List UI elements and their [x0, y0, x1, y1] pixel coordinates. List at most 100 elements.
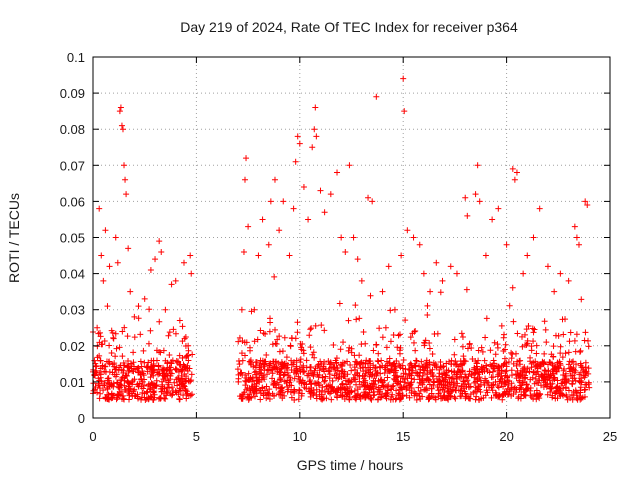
data-point-dense [337, 346, 344, 353]
data-point-dense [499, 391, 506, 398]
data-point-dense [129, 367, 136, 374]
data-point-dense [523, 381, 530, 388]
data-point-dense [361, 389, 368, 396]
data-point-dense [125, 388, 132, 395]
data-point-dense [386, 367, 393, 374]
data-point-dense [451, 351, 458, 358]
data-point [118, 122, 125, 129]
data-point-dense [182, 334, 189, 341]
data-point-dense [329, 383, 336, 390]
data-point-dense [578, 296, 585, 303]
y-tick-label: 0 [78, 411, 85, 426]
data-point-dense [537, 391, 544, 398]
data-point [267, 198, 274, 205]
data-point-dense [180, 392, 187, 399]
data-point-dense [291, 386, 298, 393]
data-point-dense [530, 368, 537, 375]
data-point-dense [323, 383, 330, 390]
data-point-dense [370, 347, 377, 354]
data-point [420, 270, 427, 277]
data-point-dense [266, 386, 273, 393]
data-point [404, 227, 411, 234]
data-point-dense [413, 391, 420, 398]
data-point-dense [101, 382, 108, 389]
data-point-dense [394, 344, 401, 351]
data-point-dense [542, 326, 549, 333]
data-point-dense [149, 388, 156, 395]
data-point-dense [182, 387, 189, 394]
data-point-dense [456, 374, 463, 381]
data-point-dense [474, 375, 481, 382]
data-point-dense [585, 343, 592, 350]
data-point-dense [378, 376, 385, 383]
data-point-dense [252, 368, 259, 375]
data-point-dense [295, 396, 302, 403]
data-point [453, 270, 460, 277]
data-point-dense [433, 375, 440, 382]
data-point-dense [464, 345, 471, 352]
data-point-dense [361, 372, 368, 379]
data-point-dense [519, 343, 526, 350]
data-point-dense [582, 359, 589, 366]
data-point-dense [159, 372, 166, 379]
data-point-dense [116, 344, 123, 351]
data-point-dense [169, 391, 176, 398]
data-point-dense [463, 286, 470, 293]
data-point-dense [573, 331, 580, 338]
data-point-dense [371, 381, 378, 388]
data-point [433, 259, 440, 266]
data-point-dense [329, 377, 336, 384]
data-point-dense [353, 381, 360, 388]
data-point-dense [301, 380, 308, 387]
data-point-dense [379, 379, 386, 386]
data-point-dense [257, 327, 264, 334]
data-point-dense [96, 395, 103, 402]
data-point [464, 212, 471, 219]
data-point-dense [106, 358, 113, 365]
data-point-dense [158, 378, 165, 385]
data-point-dense [482, 375, 489, 382]
data-point-dense [412, 363, 419, 370]
data-point-dense [431, 379, 438, 386]
data-point-dense [406, 387, 413, 394]
data-point-dense [390, 375, 397, 382]
data-point-dense [477, 388, 484, 395]
data-point [447, 263, 454, 270]
data-point-dense [469, 356, 476, 363]
data-point-dense [464, 377, 471, 384]
data-point-dense [345, 317, 352, 324]
data-point-dense [310, 349, 317, 356]
data-point-dense [176, 385, 183, 392]
data-point-dense [279, 384, 286, 391]
data-point-dense [424, 311, 431, 318]
data-point-dense [539, 372, 546, 379]
data-point-dense [424, 367, 431, 374]
data-point-dense [141, 382, 148, 389]
y-tick-label: 0.08 [60, 122, 85, 137]
data-point-dense [557, 392, 564, 399]
data-point-dense [91, 357, 98, 364]
data-point-dense [372, 368, 379, 375]
data-point-dense [333, 375, 340, 382]
data-point-dense [118, 388, 125, 395]
data-point-dense [400, 356, 407, 363]
data-point-dense [296, 376, 303, 383]
data-point-dense [300, 362, 307, 369]
data-point [350, 234, 357, 241]
y-tick-label: 0.09 [60, 86, 85, 101]
data-point-dense [393, 372, 400, 379]
data-point-dense [510, 318, 517, 325]
data-point [365, 194, 372, 201]
data-point-dense [181, 383, 188, 390]
data-point-dense [165, 377, 172, 384]
data-point-dense [267, 360, 274, 367]
data-point-dense [310, 371, 317, 378]
data-point-dense [131, 334, 138, 341]
data-point-dense [281, 334, 288, 341]
data-point-dense [361, 382, 368, 389]
data-point-dense [185, 357, 192, 364]
data-point [98, 252, 105, 259]
data-point-dense [547, 388, 554, 395]
data-point-dense [476, 396, 483, 403]
data-point-dense [272, 358, 279, 365]
